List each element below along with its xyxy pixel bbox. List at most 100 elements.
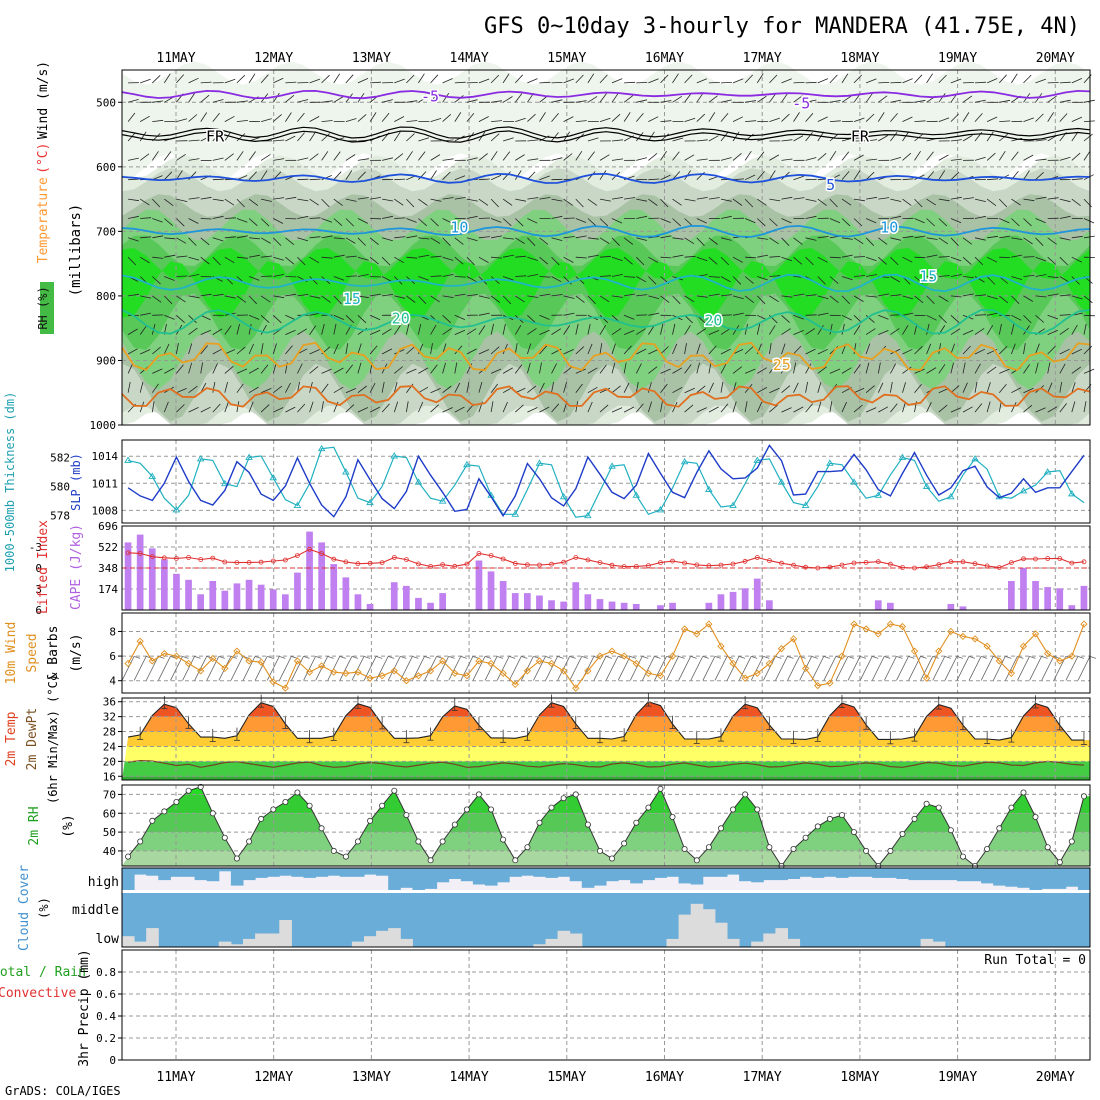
wind-barb xyxy=(611,113,621,122)
cloud-high-bar xyxy=(436,868,450,883)
tick-label: 40 xyxy=(103,845,116,858)
wind-barb xyxy=(720,157,732,161)
cape-bar xyxy=(596,599,604,610)
wind-barb xyxy=(708,256,718,265)
lifted-index-marker xyxy=(646,563,651,568)
wind-barb xyxy=(878,197,890,200)
wind-barb xyxy=(248,314,260,320)
wind-barb xyxy=(309,116,320,122)
wind-barb xyxy=(878,82,890,84)
wind-barb xyxy=(1004,656,1018,681)
wind-barb xyxy=(418,323,422,335)
wind-barb xyxy=(188,139,200,142)
wind-barb xyxy=(890,294,902,297)
wind-barb xyxy=(551,157,563,161)
wind-barb xyxy=(381,328,392,335)
wind-barb xyxy=(1035,407,1046,413)
wind-speed-marker xyxy=(814,681,822,690)
wind-barb xyxy=(587,218,597,227)
wind-barb xyxy=(623,406,635,413)
wind-barb xyxy=(527,385,537,394)
wind-barb xyxy=(769,404,778,413)
wind-barb xyxy=(999,198,1008,208)
cape-bar xyxy=(209,581,217,610)
wind-barb xyxy=(611,158,624,161)
wind-barb xyxy=(878,293,890,297)
wind-barb xyxy=(829,256,841,259)
temp-band xyxy=(122,776,1090,780)
wind-barb xyxy=(484,656,492,659)
thickness-marker xyxy=(148,472,157,479)
wind-barb xyxy=(690,656,704,681)
wind-barb xyxy=(624,81,636,84)
wind-barb xyxy=(648,78,659,84)
wind-barb xyxy=(200,362,203,374)
wind-barb xyxy=(430,218,439,227)
thickness-marker xyxy=(777,478,786,485)
wind-barb xyxy=(496,656,504,659)
wind-barb xyxy=(321,401,324,413)
wind-barb xyxy=(926,151,934,161)
wind-barb xyxy=(1059,156,1071,161)
wind-barb xyxy=(902,131,909,142)
thickness-marker xyxy=(971,455,979,462)
wind-barb xyxy=(357,343,362,355)
wind-barb xyxy=(145,656,159,681)
cloud-high-bar xyxy=(956,868,970,882)
lifted-index-marker xyxy=(367,560,373,566)
rh-legend-swatch xyxy=(40,282,54,334)
wind-barb xyxy=(648,198,658,206)
wind-barb xyxy=(188,256,200,261)
wind-barb xyxy=(127,237,139,242)
wind-barb xyxy=(551,294,563,297)
rh-marker xyxy=(475,791,482,798)
wind-barb xyxy=(285,345,293,355)
cloud-high-bar xyxy=(1017,868,1030,888)
cloud-high-bar xyxy=(775,868,788,881)
lifted-index-marker xyxy=(379,560,385,566)
cloud-high-bar xyxy=(460,868,474,882)
tick-label: 174 xyxy=(98,583,118,596)
rh-marker xyxy=(282,799,289,806)
wind-barb xyxy=(285,314,296,321)
wind-barb xyxy=(950,256,962,262)
wind-barb xyxy=(128,293,139,297)
lifted-index-marker xyxy=(924,564,929,570)
cape-bar xyxy=(584,594,592,610)
wind-barb xyxy=(890,328,900,335)
wind-barb xyxy=(708,406,719,413)
wind-barb xyxy=(188,218,199,224)
wind-barb xyxy=(805,157,817,161)
date-tick-label: 16MAY xyxy=(645,51,684,66)
cape-bar xyxy=(148,548,156,610)
wind-barb xyxy=(309,256,320,264)
wind-barb xyxy=(986,324,994,335)
wind-barb xyxy=(853,387,865,394)
cloud-low-bar xyxy=(376,930,389,947)
lifted-index-marker xyxy=(851,560,857,566)
cape-bar xyxy=(415,597,422,610)
wind-barb xyxy=(478,236,490,239)
wind-barb xyxy=(902,366,912,374)
thickness-marker xyxy=(898,453,907,460)
wind-barb xyxy=(381,256,391,266)
wind-barb xyxy=(781,158,793,161)
wind-barb xyxy=(974,156,986,161)
axis-label-minmax: (6hr Min/Max) (°C) xyxy=(46,674,60,804)
wind-barb xyxy=(515,117,526,122)
wind-speed-marker xyxy=(511,680,519,689)
wind-barb xyxy=(442,197,454,200)
wind-barb xyxy=(527,295,539,298)
rh-marker xyxy=(730,806,737,813)
wind-barb xyxy=(611,197,623,200)
wind-barb xyxy=(684,255,696,258)
cape-bar xyxy=(1068,605,1076,610)
wind-barb xyxy=(611,237,620,246)
rh-marker xyxy=(536,819,543,826)
wind-speed-marker xyxy=(124,659,132,668)
axis-label-temp: 2m Temp xyxy=(4,711,19,766)
wind-barb xyxy=(611,295,623,298)
rh-marker xyxy=(863,847,870,854)
wind-barb xyxy=(454,197,466,200)
